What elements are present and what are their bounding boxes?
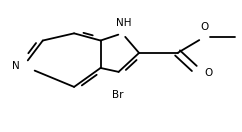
Text: O: O [200, 22, 208, 32]
Text: Br: Br [112, 90, 123, 100]
Text: O: O [204, 68, 212, 78]
Text: NH: NH [116, 18, 131, 28]
Text: N: N [12, 61, 20, 71]
